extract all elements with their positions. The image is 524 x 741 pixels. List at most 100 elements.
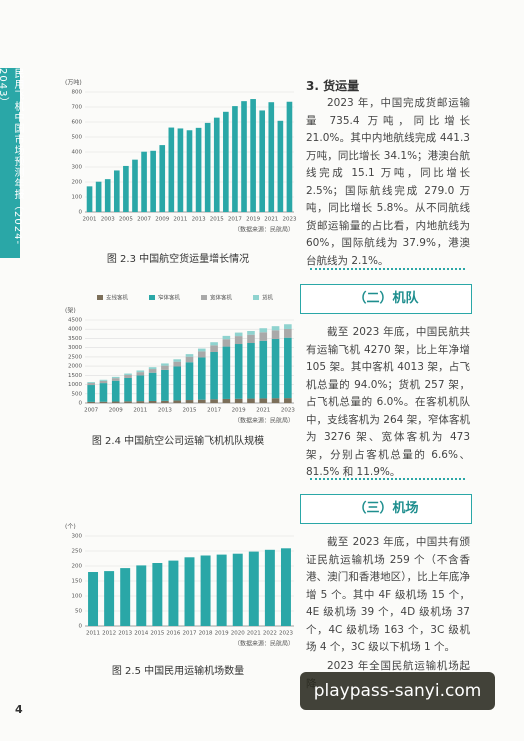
bar-segment [148, 367, 157, 370]
x-tick-label: 2019 [246, 217, 260, 223]
x-tick-label: 2022 [263, 631, 277, 637]
bar-segment [247, 334, 255, 344]
bar [132, 159, 138, 212]
bar-segment [197, 357, 206, 400]
page-number: 4 [15, 703, 23, 716]
x-tick-label: 2021 [256, 408, 270, 414]
bar [104, 179, 111, 212]
bar-segment [99, 383, 108, 402]
bar-segment [271, 330, 280, 339]
bar-segment [259, 340, 268, 399]
bar-segment [284, 337, 292, 399]
x-tick-label: 2011 [86, 631, 100, 637]
bar-segment [173, 366, 182, 401]
legend-label: 宽体客机 [210, 294, 233, 302]
x-tick-label: 2021 [247, 631, 261, 637]
y-tick-label: 700 [72, 105, 83, 111]
y-tick-label: 500 [72, 391, 83, 397]
x-tick-label: 2017 [183, 631, 197, 637]
bar-segment [234, 336, 243, 345]
y-tick-label: 200 [72, 564, 83, 570]
bar [88, 572, 99, 626]
x-tick-label: 2001 [83, 217, 97, 223]
x-tick-label: 2023 [279, 631, 293, 637]
x-tick-label: 2017 [228, 217, 242, 223]
bar-segment [136, 401, 145, 403]
y-tick-label: 500 [72, 135, 83, 141]
bar [104, 571, 115, 626]
bar-segment [247, 331, 255, 335]
y-tick-label: 300 [72, 534, 83, 540]
bar [268, 102, 275, 212]
divider [310, 478, 465, 480]
bar [184, 557, 195, 626]
bar-segment [234, 344, 243, 399]
section-heading: 3. 货运量 [306, 79, 360, 93]
bar-segment [247, 343, 255, 399]
bar-segment [87, 382, 95, 384]
y-tick-label: 250 [72, 549, 83, 555]
y-tick-label: 150 [72, 579, 83, 585]
y-tick-label: 200 [72, 180, 83, 186]
bar [177, 128, 184, 212]
text: 截至 2023 年底，中国共有颁证民航运输机场 259 个（不含香港、澳门和香港… [306, 536, 470, 653]
bar [113, 170, 120, 212]
y-tick-label: 0 [79, 624, 83, 630]
bar-segment [148, 372, 157, 401]
bar-segment [234, 332, 243, 337]
y-tick-label: 0 [79, 401, 83, 407]
bar-segment [210, 351, 218, 400]
bar-segment [222, 339, 231, 347]
bar [150, 150, 156, 212]
bar-segment [124, 377, 132, 402]
x-tick-label: 2014 [134, 631, 148, 637]
bar [141, 151, 147, 212]
chart-caption: 图 2.4 中国航空公司运输飞机机队规模 [91, 436, 265, 447]
bar-segment [259, 332, 268, 341]
y-tick-label: 2000 [68, 364, 82, 370]
bar [277, 120, 284, 212]
x-tick-label: 2017 [207, 408, 221, 414]
legend-label: 货机 [262, 294, 274, 302]
y-tick-label: 300 [72, 165, 83, 171]
bar [123, 165, 129, 212]
bar-segment [259, 328, 268, 333]
bar-segment [210, 342, 218, 346]
bar-segment [87, 401, 95, 403]
bar [168, 560, 179, 626]
bar [232, 106, 238, 212]
section-heading: （二）机队 [300, 284, 472, 314]
y-axis-unit: (架) [65, 307, 76, 315]
bar-segment [136, 375, 145, 402]
divider [310, 268, 465, 270]
bar-segment [284, 324, 292, 329]
bar-segment [136, 372, 145, 376]
bar-segment [271, 326, 280, 331]
x-tick-label: 2018 [199, 631, 213, 637]
bar-segment [185, 400, 194, 403]
x-tick-label: 2019 [215, 631, 229, 637]
y-tick-label: 2500 [68, 354, 82, 360]
bar-segment [197, 348, 206, 352]
bar-segment [259, 398, 268, 403]
text: 截至 2023 年底，中国民航共有运输飞机 4270 架，比上年净增 105 架… [306, 326, 470, 478]
bar [120, 568, 131, 626]
y-tick-label: 1000 [68, 382, 82, 388]
bar-segment [284, 328, 292, 338]
legend-swatch [201, 295, 207, 300]
legend-label: 窄体客机 [158, 294, 181, 302]
y-tick-label: 3500 [68, 336, 82, 342]
x-tick-label: 2009 [109, 408, 123, 414]
bar [264, 549, 275, 626]
legend-swatch [97, 295, 103, 300]
y-tick-label: 600 [72, 120, 83, 126]
bar-segment [271, 398, 280, 403]
bar [86, 186, 93, 212]
y-tick-label: 100 [72, 594, 83, 600]
y-tick-label: 400 [72, 150, 83, 156]
x-tick-label: 2019 [232, 408, 246, 414]
x-tick-label: 2015 [150, 631, 164, 637]
bar-segment [173, 361, 182, 367]
bar [216, 554, 227, 626]
paragraph: 截至 2023 年底，中国共有颁证民航运输机场 259 个（不含香港、澳门和香港… [306, 534, 470, 657]
